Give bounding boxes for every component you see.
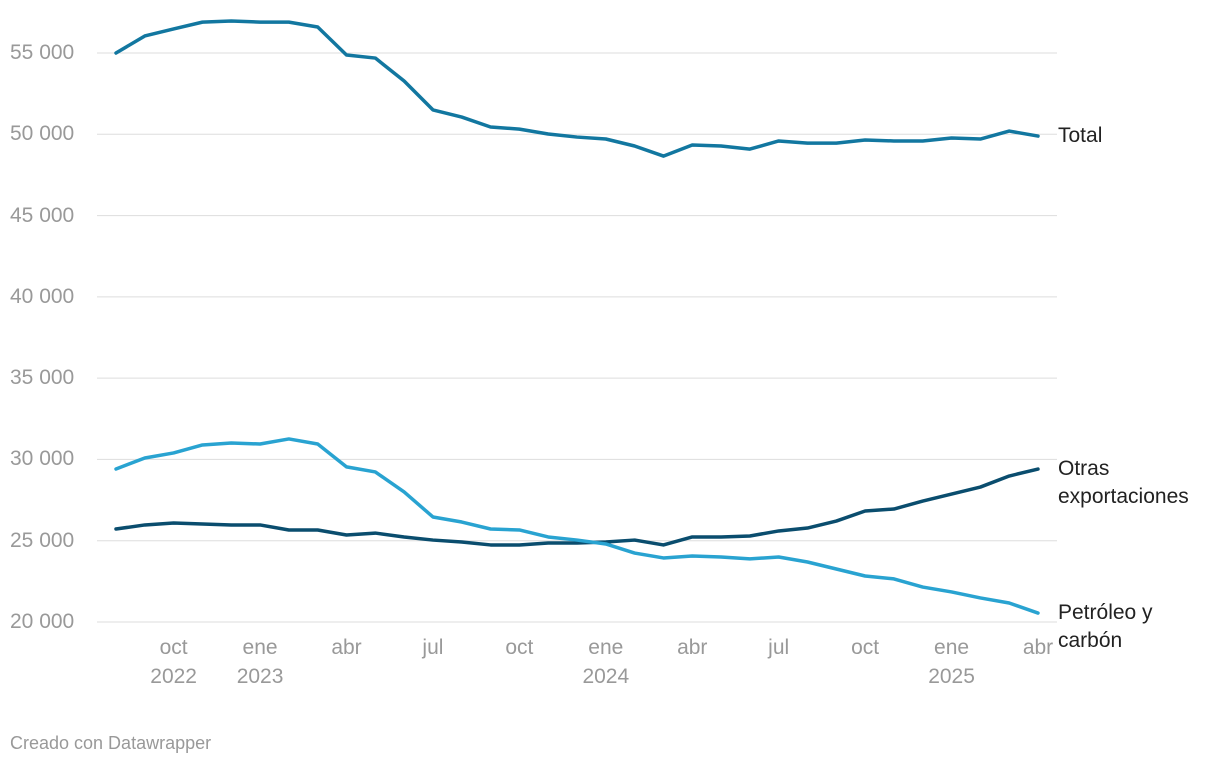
x-tick-label: oct (505, 636, 534, 659)
series-label: Otras exportaciones (1058, 457, 1189, 509)
x-tick-label: jul (422, 636, 444, 659)
x-tick-label: ene 2023 (236, 636, 284, 688)
y-tick-label: 35 000 (10, 366, 75, 390)
x-tick-label: jul (768, 636, 790, 659)
line (114, 437, 1040, 615)
y-tick-label: 55 000 (10, 41, 75, 64)
series-label: Petróleo y carbón (1058, 601, 1153, 653)
y-tick-label: 40 000 (10, 284, 75, 308)
series-label: Total (1058, 124, 1103, 148)
y-tick-label: 50 000 (10, 122, 75, 146)
y-tick-label: 45 000 (10, 203, 75, 227)
line (114, 467, 1040, 547)
x-tick-label: abr (1022, 636, 1054, 659)
line (114, 19, 1040, 158)
x-tick-label: ene 2024 (582, 636, 630, 688)
x-tick-label: abr (677, 636, 708, 659)
x-tick-label: abr (331, 636, 362, 659)
footer: Creado con Datawrapper (10, 733, 212, 753)
x-tick-label: ene 2025 (928, 636, 975, 688)
y-tick-label: 20 000 (10, 610, 75, 633)
y-tick-label: 25 000 (10, 528, 75, 552)
y-tick-label: 30 000 (10, 447, 75, 471)
x-tick-label: oct 2022 (150, 636, 197, 688)
x-tick-label: oct (851, 636, 880, 659)
